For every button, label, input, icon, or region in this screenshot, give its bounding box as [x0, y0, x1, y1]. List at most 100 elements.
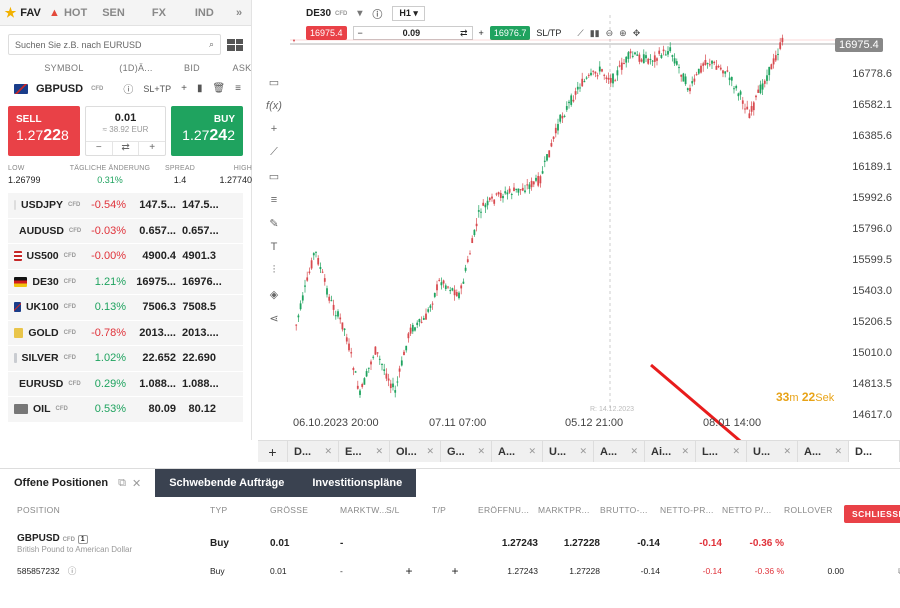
watchlist-row[interactable]: GOLD CFD -0.78% 2013.... 2013....	[8, 320, 243, 346]
chart-tab[interactable]: Ai... ✕	[645, 441, 696, 462]
chart-tab[interactable]: E... ✕	[339, 441, 390, 462]
watchlist-row[interactable]: EURUSD CFD 0.29% 1.088... 1.088...	[8, 371, 243, 397]
candles-icon[interactable]: ▮▮	[589, 27, 600, 38]
trend-line-icon[interactable]: ⟋	[270, 146, 278, 158]
tab-hot[interactable]: ▲ HOT	[49, 6, 88, 19]
layout-grid-icon[interactable]	[227, 38, 243, 51]
line-chart-icon[interactable]: ⟋	[577, 27, 584, 38]
sltp-button[interactable]: SL+TP	[143, 83, 172, 94]
candle-body	[662, 49, 665, 52]
more-tabs-icon[interactable]: »	[235, 6, 243, 19]
candle-body	[453, 289, 456, 296]
watchlist-column-headers: SYMBOL (1D)Ä... BID ASK	[44, 63, 252, 73]
candles-icon[interactable]: ▮	[196, 83, 203, 94]
watchlist-row[interactable]: OIL CFD 0.53% 80.09 80.12	[8, 397, 243, 423]
chart-sell-chip[interactable]: 16975.4	[306, 26, 347, 40]
buy-button[interactable]: BUY 1.27242	[171, 106, 243, 156]
share-icon[interactable]: ⋖	[269, 313, 279, 325]
chart-tab[interactable]: U... ✕	[543, 441, 594, 462]
volume-stepper[interactable]: 0.01 ≈ 38.92 EUR − ⇄ +	[85, 106, 166, 156]
close-tab-icon[interactable]: ✕	[630, 446, 638, 456]
add-list-icon[interactable]: ≡	[235, 83, 241, 94]
tab-fx[interactable]: FX	[151, 6, 166, 19]
close-tab-icon[interactable]: ✕	[375, 446, 383, 456]
candle-body	[614, 80, 617, 82]
close-tab-icon[interactable]: ✕	[324, 446, 332, 456]
pen-icon[interactable]: ✎	[269, 218, 279, 230]
fibonacci-icon[interactable]: ≡	[270, 194, 278, 206]
chart-tab[interactable]: A... ✕	[798, 441, 849, 462]
candle-body	[669, 47, 672, 52]
trash-icon[interactable]: 🗑	[212, 83, 226, 94]
close-tab-icon[interactable]: ✕	[528, 446, 536, 456]
candle-body	[352, 368, 355, 371]
chart-tab[interactable]: OI... ✕	[390, 441, 441, 462]
close-tab-icon[interactable]: ✕	[426, 446, 434, 456]
tab-sen[interactable]: SEN	[102, 6, 125, 19]
watchlist-row[interactable]: AUDUSD CFD -0.03% 0.657... 0.657...	[8, 218, 243, 244]
rectangle-icon[interactable]: ▭	[268, 171, 280, 183]
watchlist-row[interactable]: USDJPY CFD -0.54% 147.5... 147.5...	[8, 193, 243, 219]
magnet-icon[interactable]: ⫶	[272, 264, 276, 276]
watchlist-row[interactable]: US500 CFD -0.00% 4900.4 4901.3	[8, 244, 243, 270]
timeframe-select[interactable]: H1 ▾	[392, 6, 425, 21]
decrease-button[interactable]: −	[86, 142, 113, 155]
tab-open-positions[interactable]: Offene Positionen ⧉ ✕	[14, 476, 142, 490]
watchlist-row[interactable]: SILVER CFD 1.02% 22.652 22.690	[8, 346, 243, 372]
chart-buy-chip[interactable]: 16976.7	[489, 26, 531, 40]
watchlist-row[interactable]: UK100 CFD 0.13% 7506.3 7508.5	[8, 295, 243, 321]
chart-volume-stepper[interactable]: −0.09 ⇄	[352, 26, 473, 40]
close-icon[interactable]: ✕	[131, 477, 142, 490]
search-input[interactable]: Suchen Sie z.B. nach EURUSD ⌕	[8, 34, 221, 55]
layers-icon[interactable]: ◈	[269, 289, 279, 301]
chevron-down-icon[interactable]: ▾	[357, 8, 363, 19]
chart-tab[interactable]: D... ✕	[288, 441, 339, 462]
position-group-row[interactable]: GBPUSD CFD 1 British Pound to American D…	[0, 523, 900, 554]
text-icon[interactable]: T	[270, 241, 278, 253]
sell-button[interactable]: SELL 1.27228	[8, 106, 80, 156]
move-icon[interactable]: ✥	[632, 27, 641, 38]
swap-icon[interactable]: ⇄	[113, 142, 140, 155]
tab-investment-plans[interactable]: Investitionspläne	[298, 469, 417, 497]
close-tab-icon[interactable]: ✕	[681, 446, 689, 456]
candle-body	[781, 37, 784, 43]
add-chart-tab-button[interactable]: +	[258, 441, 288, 462]
tab-ind[interactable]: IND	[194, 6, 214, 19]
candle-body	[737, 93, 740, 97]
add-sl-button[interactable]: +	[405, 564, 413, 578]
close-tab-icon[interactable]: ✕	[732, 446, 740, 456]
chart-tab[interactable]: G... ✕	[441, 441, 492, 462]
position-row[interactable]: 585857232 ⓘ Buy 0.01 - + + 1.27243 1.272…	[0, 554, 900, 578]
tab-fav[interactable]: ★ FAV	[4, 4, 41, 20]
info-icon[interactable]: ⓘ	[67, 566, 77, 576]
popout-icon[interactable]: ⧉	[118, 476, 126, 489]
chart-tab[interactable]: A... ✕	[492, 441, 543, 462]
zoom-in-icon[interactable]: ⊕	[619, 27, 627, 38]
increase-button[interactable]: +	[478, 28, 484, 38]
close-tab-icon[interactable]: ✕	[783, 446, 791, 456]
watchlist-row[interactable]: DE30 CFD 1.21% 16975... 16976...	[8, 269, 243, 295]
chart-type-icon[interactable]: ▭	[268, 77, 280, 89]
function-icon[interactable]: f(x)	[266, 100, 282, 112]
info-icon[interactable]: ⓘ	[123, 85, 134, 96]
more-options-icon[interactable]: ⋯	[844, 538, 900, 549]
close-tab-icon[interactable]: ✕	[834, 446, 842, 456]
candle-body	[295, 324, 298, 326]
chart-tab[interactable]: L... ✕	[696, 441, 747, 462]
chart-symbol[interactable]: DE30	[306, 8, 332, 19]
chart-tab[interactable]: A... ✕	[594, 441, 645, 462]
crosshair-icon[interactable]: +	[270, 123, 278, 135]
add-icon[interactable]: +	[181, 83, 187, 94]
zoom-out-icon[interactable]: ⊖	[605, 27, 614, 38]
close-tab-icon[interactable]: ✕	[579, 446, 587, 456]
close-tab-icon[interactable]: ✕	[477, 446, 485, 456]
add-tp-button[interactable]: +	[451, 564, 459, 578]
tab-pending-orders[interactable]: Schwebende Aufträge	[155, 469, 299, 497]
chart-tab[interactable]: U... ✕	[747, 441, 798, 462]
chart-sltp-button[interactable]: SL/TP	[536, 28, 562, 38]
increase-button[interactable]: +	[149, 142, 156, 153]
chart-tab[interactable]: D...	[849, 441, 900, 462]
copy-icon[interactable]: ⧉	[898, 566, 900, 576]
info-icon[interactable]: ⓘ	[372, 10, 383, 21]
close-all-button[interactable]: SCHLIESSEN...	[844, 505, 900, 523]
